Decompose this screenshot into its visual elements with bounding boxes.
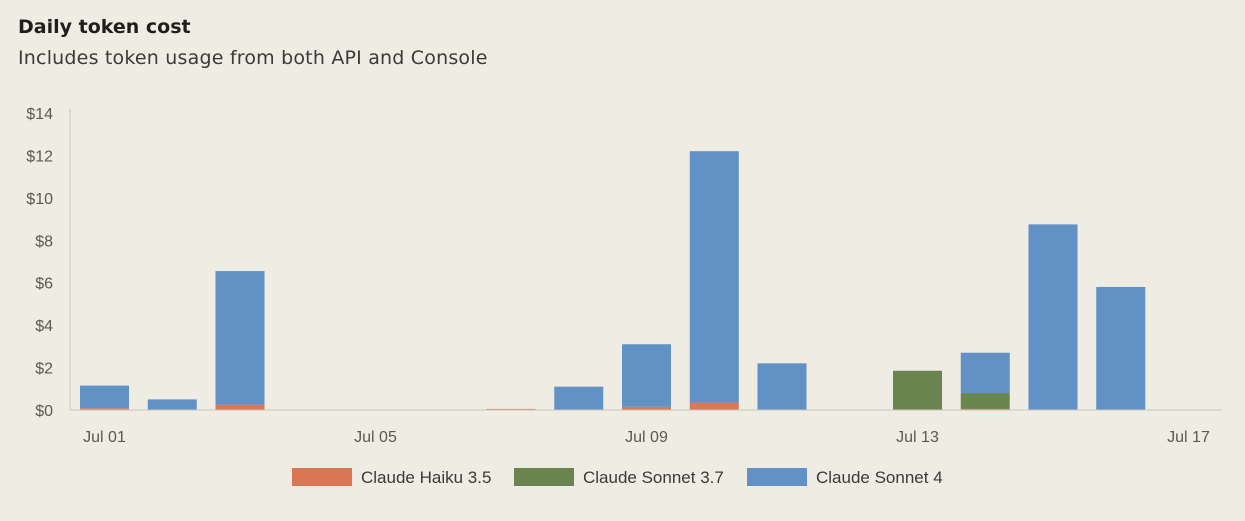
x-tick-label: Jul 05: [354, 429, 397, 446]
legend-label: Claude Sonnet 4: [816, 468, 943, 487]
y-tick-label: $12: [26, 148, 53, 165]
y-tick-label: $8: [35, 233, 53, 250]
bar-segment: [554, 386, 604, 410]
legend-label: Claude Haiku 3.5: [361, 468, 491, 487]
legend-swatch: [747, 468, 807, 486]
x-tick-label: Jul 13: [896, 429, 939, 446]
chart-subtitle: Includes token usage from both API and C…: [18, 47, 488, 69]
bar-segment: [960, 408, 1010, 410]
y-tick-label: $10: [26, 191, 53, 208]
bar-segment: [1028, 224, 1078, 410]
bar-segment: [893, 370, 942, 410]
bar-segment: [215, 404, 265, 410]
legend-label: Claude Sonnet 3.7: [583, 468, 724, 487]
bar-segment: [486, 408, 536, 410]
bar-segment: [960, 393, 1010, 409]
chart-title: Daily token cost: [18, 16, 191, 38]
bar-segment: [215, 271, 265, 405]
x-tick-label: Jul 09: [625, 429, 668, 446]
y-tick-label: $14: [26, 106, 53, 123]
y-tick-label: $2: [35, 361, 53, 378]
bar-segment: [147, 399, 197, 410]
bar-segment: [689, 151, 739, 403]
bar-segment: [960, 352, 1010, 394]
legend-swatch: [514, 468, 574, 486]
y-tick-label: $0: [35, 403, 53, 420]
bar-segment: [757, 363, 807, 410]
bar-segment: [80, 385, 129, 409]
y-tick-label: $6: [35, 276, 53, 293]
x-tick-label: Jul 01: [83, 429, 126, 446]
x-tick-label: Jul 17: [1167, 429, 1210, 446]
bar-segment: [1096, 286, 1146, 410]
legend-swatch: [292, 468, 352, 486]
bar-segment: [80, 408, 129, 410]
bar-segment: [622, 344, 671, 407]
bar-segment: [622, 406, 671, 410]
y-tick-label: $4: [35, 318, 53, 335]
bar-segment: [689, 402, 739, 410]
